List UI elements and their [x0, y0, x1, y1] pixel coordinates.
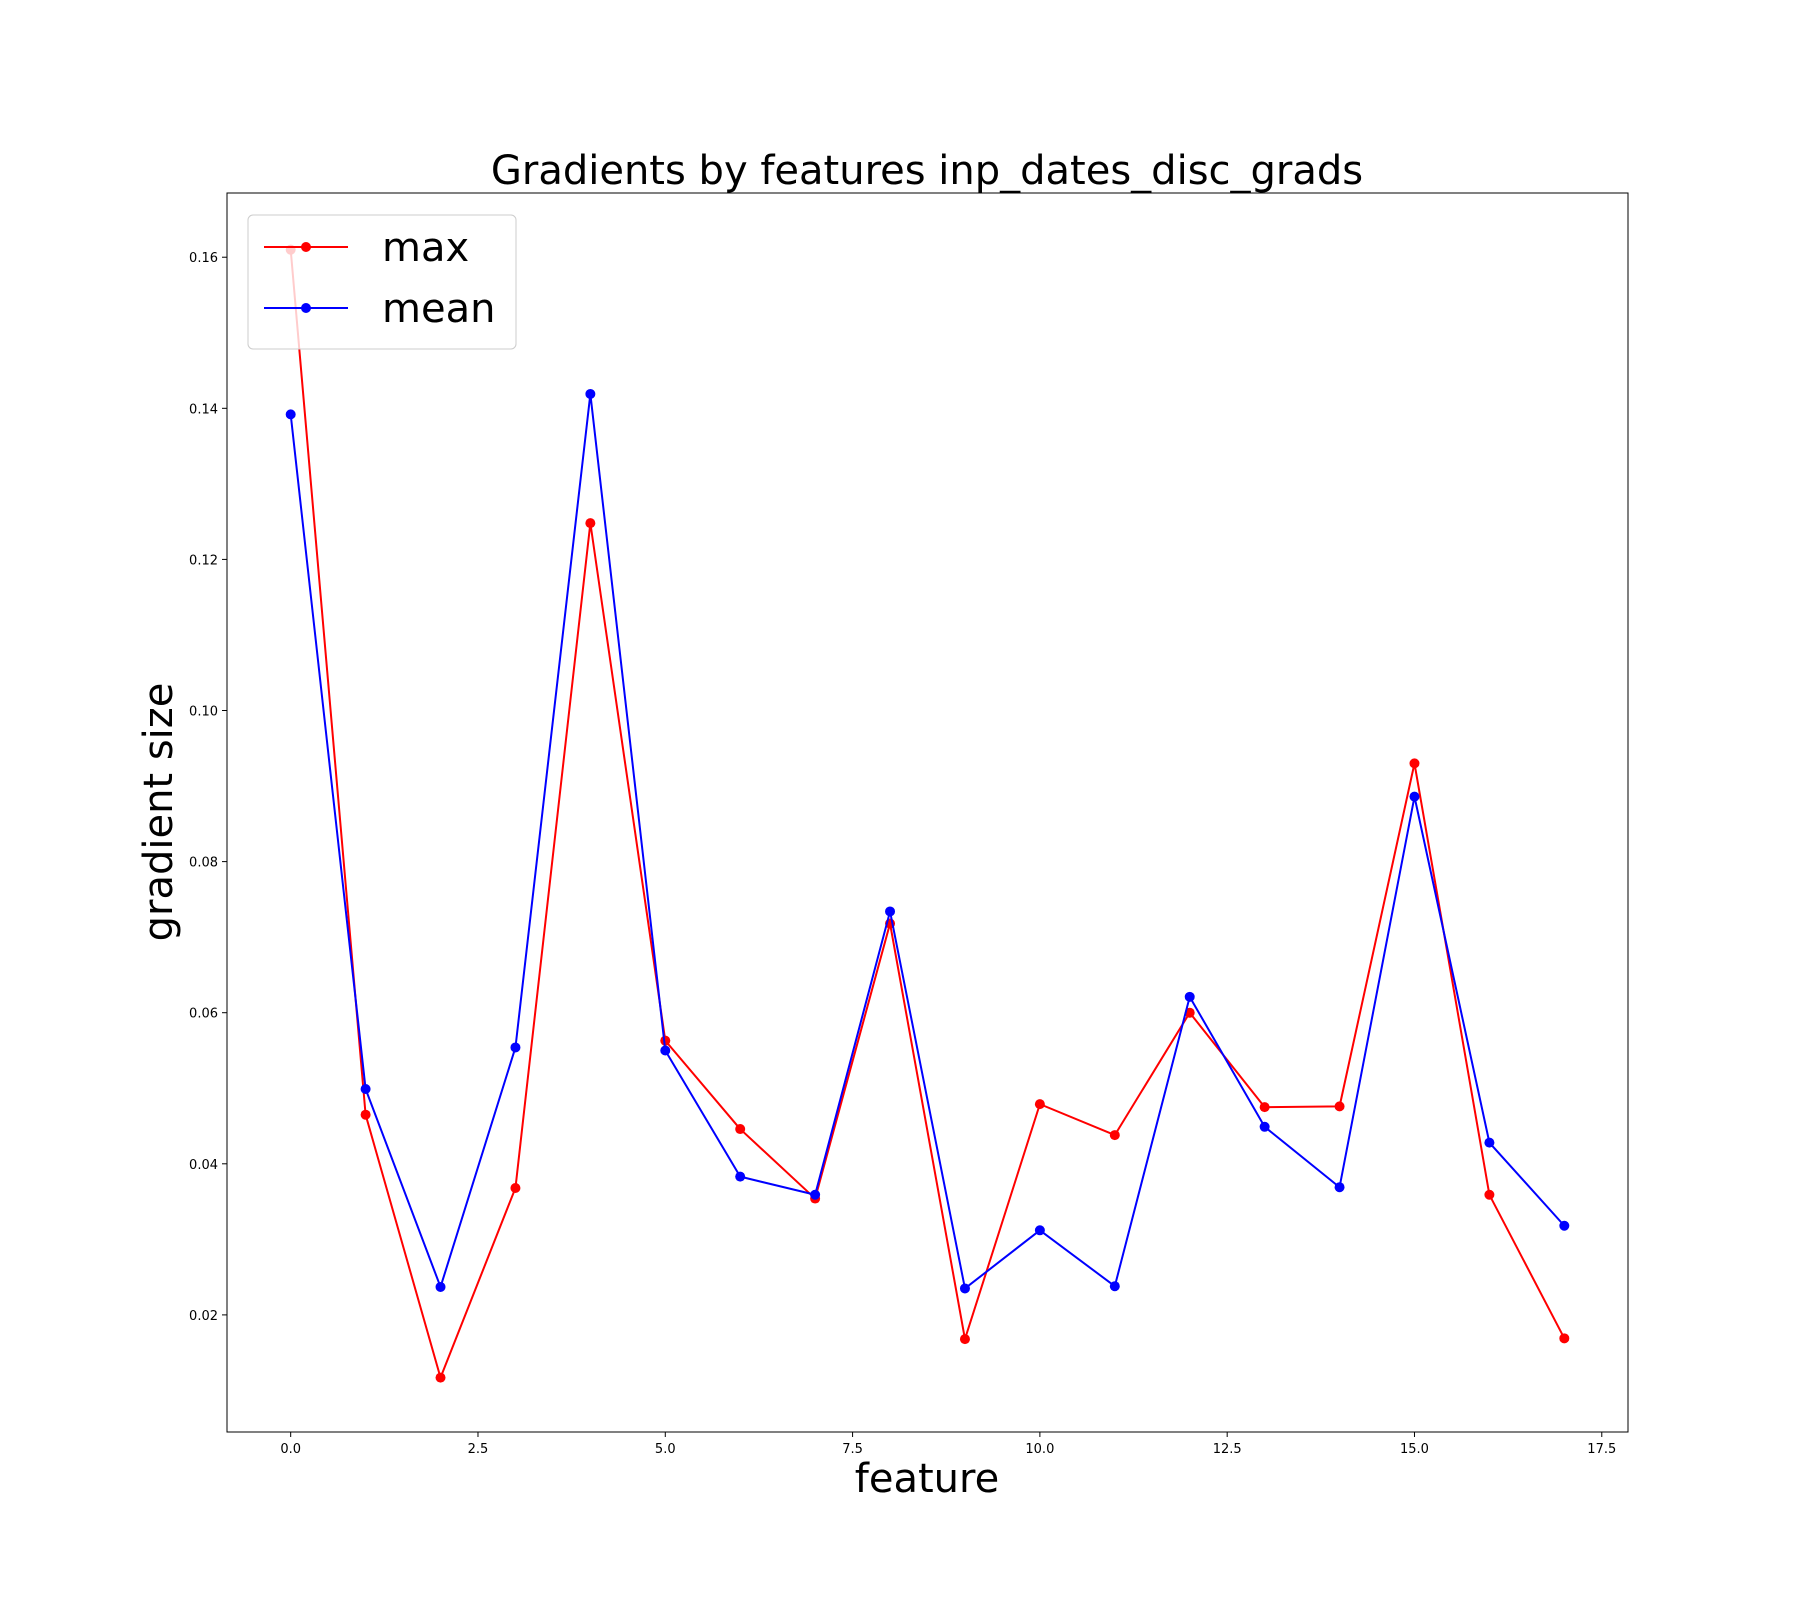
x-tick-label: 2.5 — [468, 1442, 489, 1457]
legend: max mean — [247, 214, 517, 350]
data-point-max — [1034, 1099, 1045, 1110]
data-point-mean — [735, 1171, 746, 1182]
x-tick-label: 15.0 — [1400, 1442, 1429, 1457]
data-point-mean — [360, 1084, 371, 1095]
x-tick-label: 17.5 — [1587, 1442, 1616, 1457]
data-point-max — [735, 1124, 746, 1135]
data-point-mean — [885, 906, 896, 917]
y-axis-label: gradient size — [136, 683, 182, 942]
data-point-max — [1259, 1102, 1270, 1113]
x-axis-label: feature — [855, 1456, 999, 1502]
data-point-max — [1484, 1189, 1495, 1200]
data-point-mean — [510, 1042, 521, 1053]
legend-mean-marker — [301, 303, 311, 313]
data-point-max — [1559, 1333, 1570, 1344]
y-tick-label: 0.14 — [189, 402, 218, 417]
series-line-max — [289, 249, 1566, 1379]
y-tick-label: 0.16 — [189, 251, 218, 266]
data-point-mean — [1259, 1121, 1270, 1132]
data-point-mean — [660, 1045, 671, 1056]
chart-title: Gradients by features inp_dates_disc_gra… — [491, 148, 1363, 194]
legend-max-marker — [301, 242, 311, 252]
series-layer — [285, 244, 1570, 1383]
y-tick-label: 0.08 — [189, 856, 218, 871]
legend-max-label: max — [382, 225, 469, 271]
data-point-max — [1409, 758, 1420, 769]
x-tick-label: 5.0 — [655, 1442, 676, 1457]
data-point-max — [510, 1182, 521, 1193]
data-point-mean — [1034, 1225, 1045, 1236]
y-tick-label: 0.02 — [189, 1309, 218, 1324]
x-tick-label: 0.0 — [280, 1442, 301, 1457]
y-tick-label: 0.10 — [189, 705, 218, 720]
y-axis-ticks: 0.02 0.04 0.06 0.08 0.10 0.12 0.14 0.16 — [189, 251, 227, 1324]
data-point-max — [360, 1109, 371, 1120]
data-point-max — [585, 518, 596, 529]
legend-mean-label: mean — [382, 286, 495, 332]
data-point-max — [660, 1035, 671, 1046]
data-point-mean — [585, 388, 596, 399]
data-point-max — [959, 1334, 970, 1345]
series-line-mean — [289, 392, 1566, 1290]
y-tick-label: 0.06 — [189, 1007, 218, 1022]
y-tick-label: 0.04 — [189, 1158, 218, 1173]
x-tick-label: 7.5 — [842, 1442, 863, 1457]
data-point-mean — [435, 1281, 446, 1292]
data-point-max — [435, 1372, 446, 1383]
data-point-max — [1334, 1101, 1345, 1112]
data-point-mean — [1334, 1182, 1345, 1193]
data-point-mean — [1484, 1137, 1495, 1148]
data-point-mean — [1559, 1220, 1570, 1231]
data-point-mean — [1184, 991, 1195, 1002]
data-point-mean — [1109, 1281, 1120, 1292]
data-point-mean — [959, 1283, 970, 1294]
data-point-mean — [1409, 791, 1420, 802]
x-tick-label: 10.0 — [1025, 1442, 1054, 1457]
data-point-mean — [810, 1189, 821, 1200]
data-point-max — [1109, 1130, 1120, 1141]
plot-frame — [226, 192, 1629, 1433]
x-tick-label: 12.5 — [1213, 1442, 1242, 1457]
data-point-mean — [285, 409, 296, 420]
x-axis-ticks: 0.0 2.5 5.0 7.5 10.0 12.5 15.0 17.5 — [280, 1432, 1616, 1457]
y-tick-label: 0.12 — [189, 553, 218, 568]
legend-box — [247, 214, 517, 350]
